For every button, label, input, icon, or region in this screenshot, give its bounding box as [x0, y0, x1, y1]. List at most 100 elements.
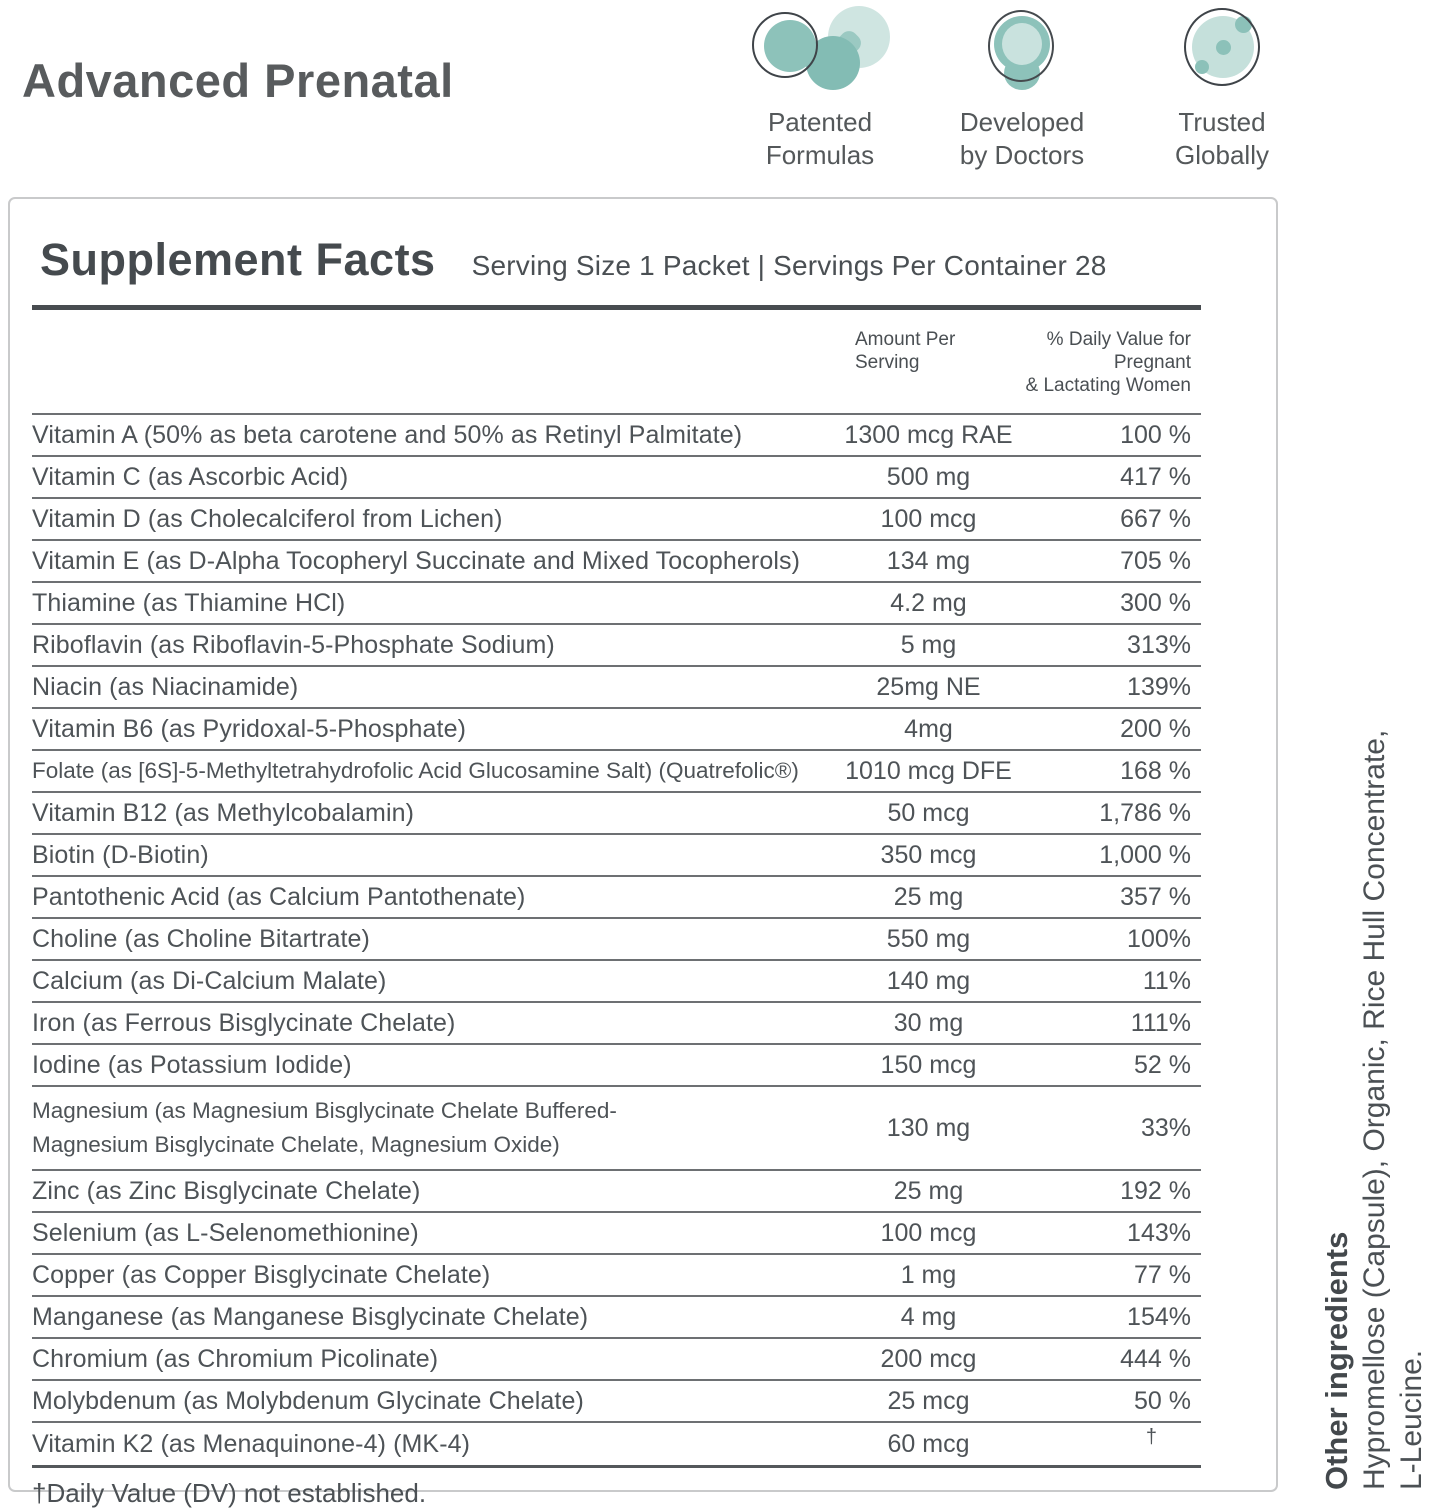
ingredient-name: Vitamin K2 (as Menaquinone-4) (MK-4)	[32, 1430, 471, 1458]
other-ingredients-heading: Other ingredients	[1319, 1231, 1354, 1490]
amount-cell: 4mg	[904, 714, 953, 743]
amount-cell: 25 mg	[893, 882, 964, 911]
daily-value-cell: 100%	[1127, 924, 1191, 953]
table-row: Biotin (D-Biotin) 350 mcg 1,000 %	[32, 835, 1201, 877]
ingredient-name: Molybdenum (as Molybdenum Glycinate Chel…	[32, 1387, 584, 1415]
table-row: Iron (as Ferrous Bisglycinate Chelate) 30…	[32, 1003, 1201, 1045]
table-row: Vitamin E (as D-Alpha Tocopheryl Succina…	[32, 541, 1201, 583]
table-row: Magnesium (as Magnesium Bisglycinate Che…	[32, 1087, 1201, 1171]
ingredient-name: Copper (as Copper Bisglycinate Chelate)	[32, 1261, 491, 1289]
table-row: Vitamin K2 (as Menaquinone-4) (MK-4) 60 m…	[32, 1423, 1201, 1465]
amount-cell: 1 mg	[900, 1260, 957, 1289]
table-row: Thiamine (as Thiamine HCl) 4.2 mg 300 %	[32, 583, 1201, 625]
daily-value-cell: 154%	[1127, 1302, 1191, 1331]
daily-value-cell: 50 %	[1134, 1386, 1191, 1415]
daily-value-cell: 143%	[1127, 1218, 1191, 1247]
amount-cell: 4 mg	[900, 1302, 957, 1331]
daily-value-cell: 11%	[1142, 966, 1191, 995]
table-row: Zinc (as Zinc Bisglycinate Chelate) 25 mg…	[32, 1171, 1201, 1213]
table-row: Molybdenum (as Molybdenum Glycinate Chel…	[32, 1381, 1201, 1423]
ingredient-name: Vitamin D (as Cholecalciferol from Liche…	[32, 505, 503, 533]
ingredient-name: Calcium (as Di-Calcium Malate)	[32, 967, 387, 995]
daily-value-cell: 667 %	[1120, 504, 1191, 533]
daily-value-cell: 417 %	[1120, 462, 1191, 491]
badge-label: Developed by Doctors	[959, 107, 1085, 170]
ingredient-name: Iodine (as Potassium Iodide)	[32, 1051, 352, 1079]
table-row: Selenium (as L-Selenomethionine) 100 mcg 1…	[32, 1213, 1201, 1255]
ingredient-name: Iron (as Ferrous Bisglycinate Chelate)	[32, 1009, 456, 1037]
table-row: Niacin (as Niacinamide) 25mg NE 139%	[32, 667, 1201, 709]
ingredient-name: Biotin (D-Biotin)	[32, 841, 209, 869]
other-ingredients: Other ingredients Hypromellose (Capsule)…	[1318, 686, 1429, 1490]
ingredient-name: Riboflavin (as Riboflavin-5-Phosphate So…	[32, 631, 555, 659]
supplement-facts-panel: Supplement Facts Serving Size 1 Packet |…	[8, 197, 1278, 1508]
ingredient-name: Choline (as Choline Bitartrate)	[32, 925, 370, 953]
molecule-icon	[730, 4, 910, 92]
daily-value-cell: 192 %	[1120, 1176, 1191, 1205]
badge-label: Trusted Globally	[1175, 107, 1269, 170]
panel-header: Supplement Facts Serving Size 1 Packet |…	[32, 235, 1201, 285]
badge-label: Patented Formulas	[765, 107, 875, 170]
table-row: Manganese (as Manganese Bisglycinate Che…	[32, 1297, 1201, 1339]
daily-value-cell: 139%	[1127, 672, 1191, 701]
ingredient-name: Folate (as [6S]-5-Methyltetrahydrofolic …	[32, 758, 799, 783]
daily-value-cell: 33%	[1140, 1113, 1191, 1142]
table-row: Choline (as Choline Bitartrate) 550 mg 100…	[32, 919, 1201, 961]
footnote: †Daily Value (DV) not established.	[32, 1465, 1201, 1509]
daily-value-cell: 1,000 %	[1099, 840, 1191, 869]
daily-value-column-header: % Daily Value for Pregnant & Lactating W…	[1025, 329, 1191, 396]
table-row: Chromium (as Chromium Picolinate) 200 mcg…	[32, 1339, 1201, 1381]
ingredient-column-spacer	[32, 328, 841, 397]
amount-cell: 4.2 mg	[890, 588, 967, 617]
amount-column-header: Amount Per Serving	[855, 329, 956, 373]
table-row: Calcium (as Di-Calcium Malate) 140 mg 11%	[32, 961, 1201, 1003]
panel-title: Supplement Facts	[40, 234, 436, 285]
daily-value-cell: 705 %	[1120, 546, 1191, 575]
daily-value-cell: 357 %	[1120, 882, 1191, 911]
amount-cell: 150 mcg	[880, 1050, 977, 1079]
ingredient-name: Vitamin A (50% as beta carotene and 50% …	[32, 421, 743, 449]
table-row: Iodine (as Potassium Iodide) 150 mcg 52 %	[32, 1045, 1201, 1087]
page-title: Advanced Prenatal	[22, 54, 454, 107]
table-row: Folate (as [6S]-5-Methyltetrahydrofolic …	[32, 751, 1201, 793]
amount-cell: 100 mcg	[880, 1218, 977, 1247]
amount-cell: 100 mcg	[880, 504, 977, 533]
amount-cell: 25mg NE	[876, 672, 981, 701]
amount-cell: 60 mcg	[887, 1429, 970, 1458]
amount-cell: 50 mcg	[887, 798, 970, 827]
amount-cell: 30 mg	[893, 1008, 964, 1037]
amount-cell: 1010 mcg DFE	[845, 756, 1012, 785]
amount-cell: 550 mg	[886, 924, 971, 953]
amount-cell: 5 mg	[900, 630, 957, 659]
ingredient-name: Vitamin B6 (as Pyridoxal-5-Phosphate)	[32, 715, 466, 743]
amount-cell: 130 mg	[886, 1113, 971, 1142]
capsule-icon	[932, 4, 1112, 92]
ingredient-name: Pantothenic Acid (as Calcium Pantothenat…	[32, 883, 526, 911]
ingredient-name: Thiamine (as Thiamine HCl)	[32, 589, 346, 617]
ingredient-name: Chromium (as Chromium Picolinate)	[32, 1345, 439, 1373]
amount-cell: 134 mg	[886, 546, 971, 575]
daily-value-cell: 100 %	[1120, 420, 1191, 449]
ingredient-name: Niacin (as Niacinamide)	[32, 673, 299, 701]
amount-cell: 140 mg	[886, 966, 971, 995]
other-ingredients-text: Hypromellose (Capsule), Organic, Rice Hu…	[1358, 729, 1428, 1490]
amount-cell: 350 mcg	[880, 840, 977, 869]
ingredient-name: Vitamin B12 (as Methylcobalamin)	[32, 799, 415, 827]
serving-info: Serving Size 1 Packet | Servings Per Con…	[471, 250, 1107, 281]
ingredient-name: Selenium (as L-Selenomethionine)	[32, 1219, 419, 1247]
table-row: Vitamin C (as Ascorbic Acid) 500 mg 417 %	[32, 457, 1201, 499]
amount-cell: 200 mcg	[880, 1344, 977, 1373]
ingredient-name: Vitamin E (as D-Alpha Tocopheryl Succina…	[32, 547, 801, 575]
ingredient-name: Vitamin C (as Ascorbic Acid)	[32, 463, 349, 491]
badge-trusted-globally: Trusted Globally	[1132, 4, 1312, 172]
amount-cell: 25 mcg	[887, 1386, 970, 1415]
daily-value-cell: 200 %	[1120, 714, 1191, 743]
table-row: Vitamin B6 (as Pyridoxal-5-Phosphate) 4mg…	[32, 709, 1201, 751]
daily-value-cell: 444 %	[1120, 1344, 1191, 1373]
table-row: Riboflavin (as Riboflavin-5-Phosphate So…	[32, 625, 1201, 667]
amount-cell: 500 mg	[886, 462, 971, 491]
table-row: Vitamin B12 (as Methylcobalamin) 50 mcg 1,…	[32, 793, 1201, 835]
nutrient-table: Vitamin A (50% as beta carotene and 50% …	[32, 415, 1201, 1465]
table-row: Vitamin A (50% as beta carotene and 50% …	[32, 415, 1201, 457]
